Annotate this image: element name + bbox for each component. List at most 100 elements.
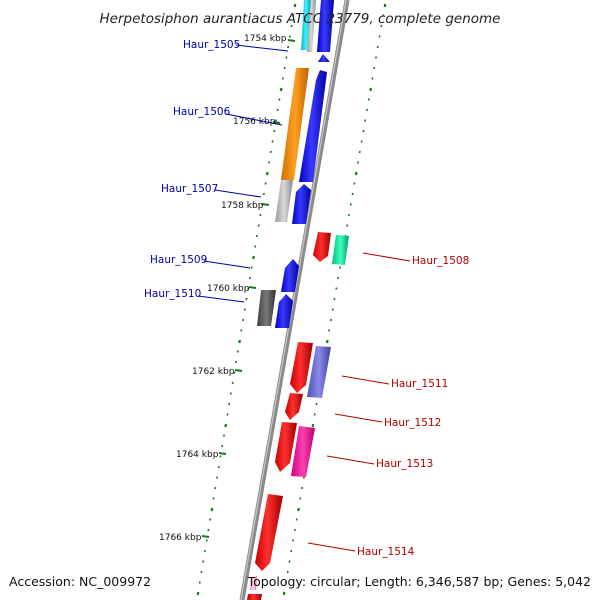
track-tick: [276, 108, 279, 112]
gene-feature-teal-1508[interactable]: [332, 235, 349, 265]
track-tick: [271, 140, 274, 143]
track-tick: [383, 3, 387, 8]
kbp-label: 1762 kbp: [192, 367, 235, 377]
kbp-label: 1760 kbp: [207, 284, 250, 294]
track-tick: [229, 392, 232, 395]
gene-feature-cyan[interactable]: [301, 0, 311, 50]
track-tick: [259, 213, 262, 217]
track-tick: [328, 329, 331, 332]
kbp-tick: [287, 39, 296, 42]
gene-feature-blue-1507[interactable]: [292, 184, 311, 224]
gene-feature-blue-1506[interactable]: [299, 70, 327, 182]
track-tick: [217, 465, 220, 469]
track-tick: [219, 455, 222, 458]
kbp-scale: 1754 kbp 1756 kbp 1758 kbp 1760 kbp 1762…: [159, 34, 296, 543]
track-tick: [248, 276, 252, 280]
gene-feature-gray-1507[interactable]: [275, 180, 293, 222]
gene-feature-gray-top[interactable]: [307, 0, 316, 52]
gene-feature-red-1512[interactable]: [285, 393, 303, 420]
track-tick: [224, 423, 228, 428]
track-tick: [347, 213, 351, 217]
gene-label-haur-1509[interactable]: Haur_1509: [150, 254, 207, 266]
gene-feature-red-1511[interactable]: [290, 342, 313, 393]
track-tick: [356, 161, 360, 164]
gene-feature-red-1508[interactable]: [313, 232, 331, 262]
track-tick: [240, 329, 243, 332]
track-tick: [278, 98, 281, 101]
track-tick: [236, 350, 239, 353]
gene-feature-orange[interactable]: [281, 68, 309, 180]
track-tick: [285, 56, 288, 59]
track-tick: [238, 339, 241, 344]
gene-feature-blue-1510[interactable]: [275, 294, 293, 328]
track-tick: [255, 234, 258, 238]
gene-feature-lightpink-bottom[interactable]: [250, 576, 257, 590]
gene-feature-red-1514[interactable]: [255, 494, 283, 571]
track-tick: [295, 518, 298, 521]
track-tick: [242, 318, 245, 322]
gene-label-haur-1513[interactable]: Haur_1513: [376, 458, 433, 470]
track-tick: [380, 24, 383, 28]
track-tick: [247, 287, 250, 290]
track-tick: [252, 255, 255, 260]
track-tick: [221, 444, 224, 448]
track-tick: [301, 486, 304, 490]
gene-feature-dark-1510[interactable]: [257, 290, 276, 326]
track-tick: [374, 56, 378, 59]
track-tick: [315, 402, 318, 406]
track-tick: [338, 266, 342, 269]
gene-label-haur-1507[interactable]: Haur_1507: [161, 183, 218, 195]
gene-feature-blue-arrowhead[interactable]: [318, 54, 330, 62]
track-tick: [214, 486, 217, 490]
gene-labels-left: Haur_1505 Haur_1506 Haur_1507 Haur_1509 …: [144, 39, 289, 303]
track-tick: [283, 66, 286, 70]
map-title: Herpetosiphon aurantiacus ATCC 23779, co…: [100, 11, 501, 27]
track-tick: [196, 591, 200, 596]
track-tick: [198, 581, 201, 584]
track-tick: [264, 182, 267, 185]
track-tick: [245, 297, 248, 301]
track-tick: [299, 497, 302, 500]
track-tick: [351, 192, 354, 196]
gene-feature-slate-1511[interactable]: [307, 346, 331, 398]
track-tick: [257, 224, 260, 227]
gene-label-haur-1514[interactable]: Haur_1514: [357, 546, 415, 558]
track-tick: [373, 66, 376, 70]
gene-features: [247, 0, 349, 600]
track-tick: [382, 14, 385, 17]
genome-backbone: [239, 0, 350, 600]
kbp-tick: [234, 369, 243, 372]
gene-label-haur-1506[interactable]: Haur_1506: [173, 106, 231, 118]
track-tick: [293, 3, 297, 8]
gene-labels-right: Haur_1508 Haur_1511 Haur_1512 Haur_1513 …: [307, 252, 469, 558]
track-tick: [325, 339, 329, 344]
gene-label-haur-1505[interactable]: Haur_1505: [183, 39, 240, 51]
gene-label-haur-1511[interactable]: Haur_1511: [391, 378, 448, 390]
gene-feature-blue-top[interactable]: [317, 0, 334, 52]
gene-feature-red-1513[interactable]: [275, 422, 297, 472]
track-tick: [279, 87, 283, 92]
track-tick: [362, 129, 365, 133]
track-tick: [205, 539, 208, 542]
track-tick: [286, 570, 289, 574]
gene-label-haur-1510[interactable]: Haur_1510: [144, 288, 201, 300]
track-tick: [358, 150, 361, 154]
gene-feature-blue-1509[interactable]: [281, 259, 299, 292]
track-tick: [233, 371, 236, 374]
gene-feature-pink-1513[interactable]: [291, 426, 315, 477]
accession-text: Accession: NC_009972: [9, 574, 151, 589]
track-tick: [378, 35, 381, 38]
track-tick: [292, 539, 295, 542]
gene-feature-red-bottom[interactable]: [247, 594, 262, 600]
track-tick: [273, 129, 276, 133]
track-tick: [284, 581, 287, 584]
track-tick: [202, 560, 205, 563]
gene-label-haur-1512[interactable]: Haur_1512: [384, 417, 441, 429]
track-tick: [254, 245, 257, 248]
track-tick: [207, 528, 210, 532]
track-tick: [216, 476, 219, 479]
track-tick: [243, 308, 246, 311]
track-tick: [200, 570, 203, 574]
gene-label-haur-1508[interactable]: Haur_1508: [412, 255, 469, 267]
